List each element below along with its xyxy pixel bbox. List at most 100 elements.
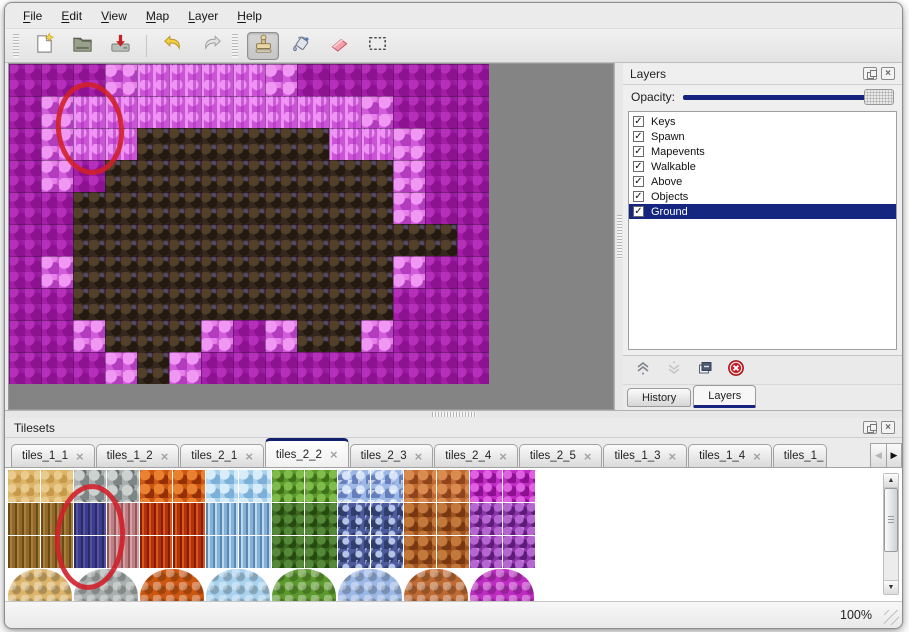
vertical-splitter[interactable] <box>614 63 623 410</box>
horizontal-splitter[interactable] <box>5 410 902 418</box>
scrollbar-thumb[interactable] <box>884 488 898 553</box>
scroll-up-icon[interactable]: ▲ <box>884 474 898 488</box>
scrollbar-track[interactable] <box>884 488 898 580</box>
tileset-tile-sand[interactable] <box>8 470 40 502</box>
tileset-tile-vine[interactable] <box>272 470 304 502</box>
menu-map[interactable]: Map <box>145 8 170 23</box>
layer-visibility-checkbox[interactable]: ✓ <box>633 115 644 127</box>
tileset-tab-tiles_2_2[interactable]: tiles_2_2 × <box>264 438 349 467</box>
tileset-tile-dvine[interactable] <box>305 503 337 535</box>
close-tab-icon[interactable]: × <box>668 448 677 464</box>
tileset-tab-tiles_1[interactable]: tiles_1_× <box>772 444 827 467</box>
close-panel-icon[interactable]: × <box>881 421 895 434</box>
tileset-tile-icecol[interactable] <box>206 503 238 535</box>
layer-visibility-checkbox[interactable]: ✓ <box>633 160 644 172</box>
tileset-tile-bark[interactable] <box>41 536 73 568</box>
tileset-tile-lava[interactable] <box>140 470 172 502</box>
tileset-tile-icecol[interactable] <box>239 536 271 568</box>
tileset-mound-stone[interactable] <box>74 569 138 601</box>
layer-row-spawn[interactable]: ✓ Spawn <box>629 129 896 144</box>
tileset-tile-crystal[interactable] <box>338 470 370 502</box>
tileset-tile-dvine[interactable] <box>272 536 304 568</box>
tileset-tile-icecol[interactable] <box>206 536 238 568</box>
tileset-mound-pink[interactable] <box>470 569 534 601</box>
close-tab-icon[interactable]: × <box>753 448 761 464</box>
menu-file[interactable]: File <box>23 8 43 23</box>
close-panel-icon[interactable]: × <box>881 67 895 80</box>
stamp-tool-button[interactable] <box>247 31 279 60</box>
tileset-tab-tiles_1_2[interactable]: tiles_1_2 × <box>95 444 180 467</box>
tileset-tile-ice[interactable] <box>206 470 238 502</box>
opacity-slider[interactable] <box>683 89 894 105</box>
new-file-button[interactable] <box>28 32 60 60</box>
tileset-tile-drust[interactable] <box>404 503 436 535</box>
tileset-tile-crystal[interactable] <box>371 470 403 502</box>
tileset-tile-fire[interactable] <box>173 536 205 568</box>
close-tab-icon[interactable]: × <box>76 448 84 464</box>
tileset-tile-ice[interactable] <box>239 470 271 502</box>
delete-layer-button[interactable] <box>726 359 746 380</box>
toolbar-drag-handle[interactable] <box>232 33 238 58</box>
tileset-tile-pvine[interactable] <box>470 503 502 535</box>
open-file-button[interactable] <box>66 32 98 60</box>
tab-history[interactable]: History <box>627 388 692 407</box>
tileset-grid[interactable] <box>8 470 535 568</box>
map-canvas[interactable] <box>9 64 489 384</box>
close-tab-icon[interactable]: × <box>499 448 507 464</box>
tileset-tile-bark[interactable] <box>8 503 40 535</box>
tileset-tile-sand[interactable] <box>41 470 73 502</box>
close-tab-icon[interactable]: × <box>329 447 338 462</box>
tileset-tile-rust[interactable] <box>404 470 436 502</box>
tileset-mound-vine[interactable] <box>272 569 336 601</box>
layer-row-walkable[interactable]: ✓ Walkable <box>629 159 896 174</box>
tileset-tile-rust[interactable] <box>437 470 469 502</box>
menu-layer[interactable]: Layer <box>188 8 219 23</box>
close-tab-icon[interactable]: × <box>414 448 423 464</box>
tileset-mound-ice[interactable] <box>206 569 270 601</box>
rect-select-tool-button[interactable] <box>361 32 393 60</box>
tileset-tab-tiles_2_3[interactable]: tiles_2_3 × <box>349 444 434 467</box>
menu-edit[interactable]: Edit <box>61 8 83 23</box>
tileset-tile-navy[interactable] <box>74 503 106 535</box>
tileset-tile-spike[interactable] <box>338 503 370 535</box>
save-file-button[interactable] <box>104 32 136 60</box>
tileset-tile-spike[interactable] <box>338 536 370 568</box>
scroll-tabs-left-icon[interactable]: ◀ <box>870 443 886 467</box>
opacity-slider-track[interactable] <box>683 95 890 100</box>
tileset-tile-pink[interactable] <box>503 470 535 502</box>
tileset-tile-mauve[interactable] <box>107 536 139 568</box>
tileset-mound-rust[interactable] <box>404 569 468 601</box>
toolbar-drag-handle[interactable] <box>13 33 19 58</box>
fill-tool-button[interactable] <box>285 32 317 60</box>
tileset-tile-fire[interactable] <box>173 503 205 535</box>
scroll-down-icon[interactable]: ▼ <box>884 580 898 594</box>
tileset-tile-stone[interactable] <box>107 470 139 502</box>
tileset-tile-pvine[interactable] <box>503 536 535 568</box>
tileset-tab-tiles_1_4[interactable]: tiles_1_4 × <box>688 444 772 467</box>
tileset-tile-pink[interactable] <box>470 470 502 502</box>
layer-row-mapevents[interactable]: ✓ Mapevents <box>629 144 896 159</box>
tileset-tile-drust[interactable] <box>404 536 436 568</box>
tileset-tile-mauve[interactable] <box>107 503 139 535</box>
tileset-tab-tiles_2_1[interactable]: tiles_2_1 × <box>180 444 264 467</box>
tileset-tile-spike[interactable] <box>371 536 403 568</box>
eraser-tool-button[interactable] <box>323 32 355 60</box>
tileset-tile-stone[interactable] <box>74 470 106 502</box>
float-panel-icon[interactable] <box>863 67 877 80</box>
lower-layer-button[interactable] <box>664 360 684 380</box>
tileset-mound-sand[interactable] <box>8 569 72 601</box>
layer-visibility-checkbox[interactable]: ✓ <box>633 130 644 142</box>
scroll-tabs-right-icon[interactable]: ▶ <box>886 443 902 467</box>
menu-help[interactable]: Help <box>237 8 262 23</box>
tileset-mound-crystal[interactable] <box>338 569 402 601</box>
redo-button[interactable] <box>195 32 227 60</box>
opacity-slider-handle[interactable] <box>864 89 894 105</box>
raise-layer-button[interactable] <box>633 360 653 380</box>
close-tab-icon[interactable]: × <box>245 448 253 464</box>
tileset-tile-navy[interactable] <box>74 536 106 568</box>
tileset-tile-pvine[interactable] <box>470 536 502 568</box>
tileset-mound-lava[interactable] <box>140 569 204 601</box>
layer-visibility-checkbox[interactable]: ✓ <box>633 190 644 202</box>
layer-visibility-checkbox[interactable]: ✓ <box>633 175 644 187</box>
tileset-tile-bark[interactable] <box>41 503 73 535</box>
